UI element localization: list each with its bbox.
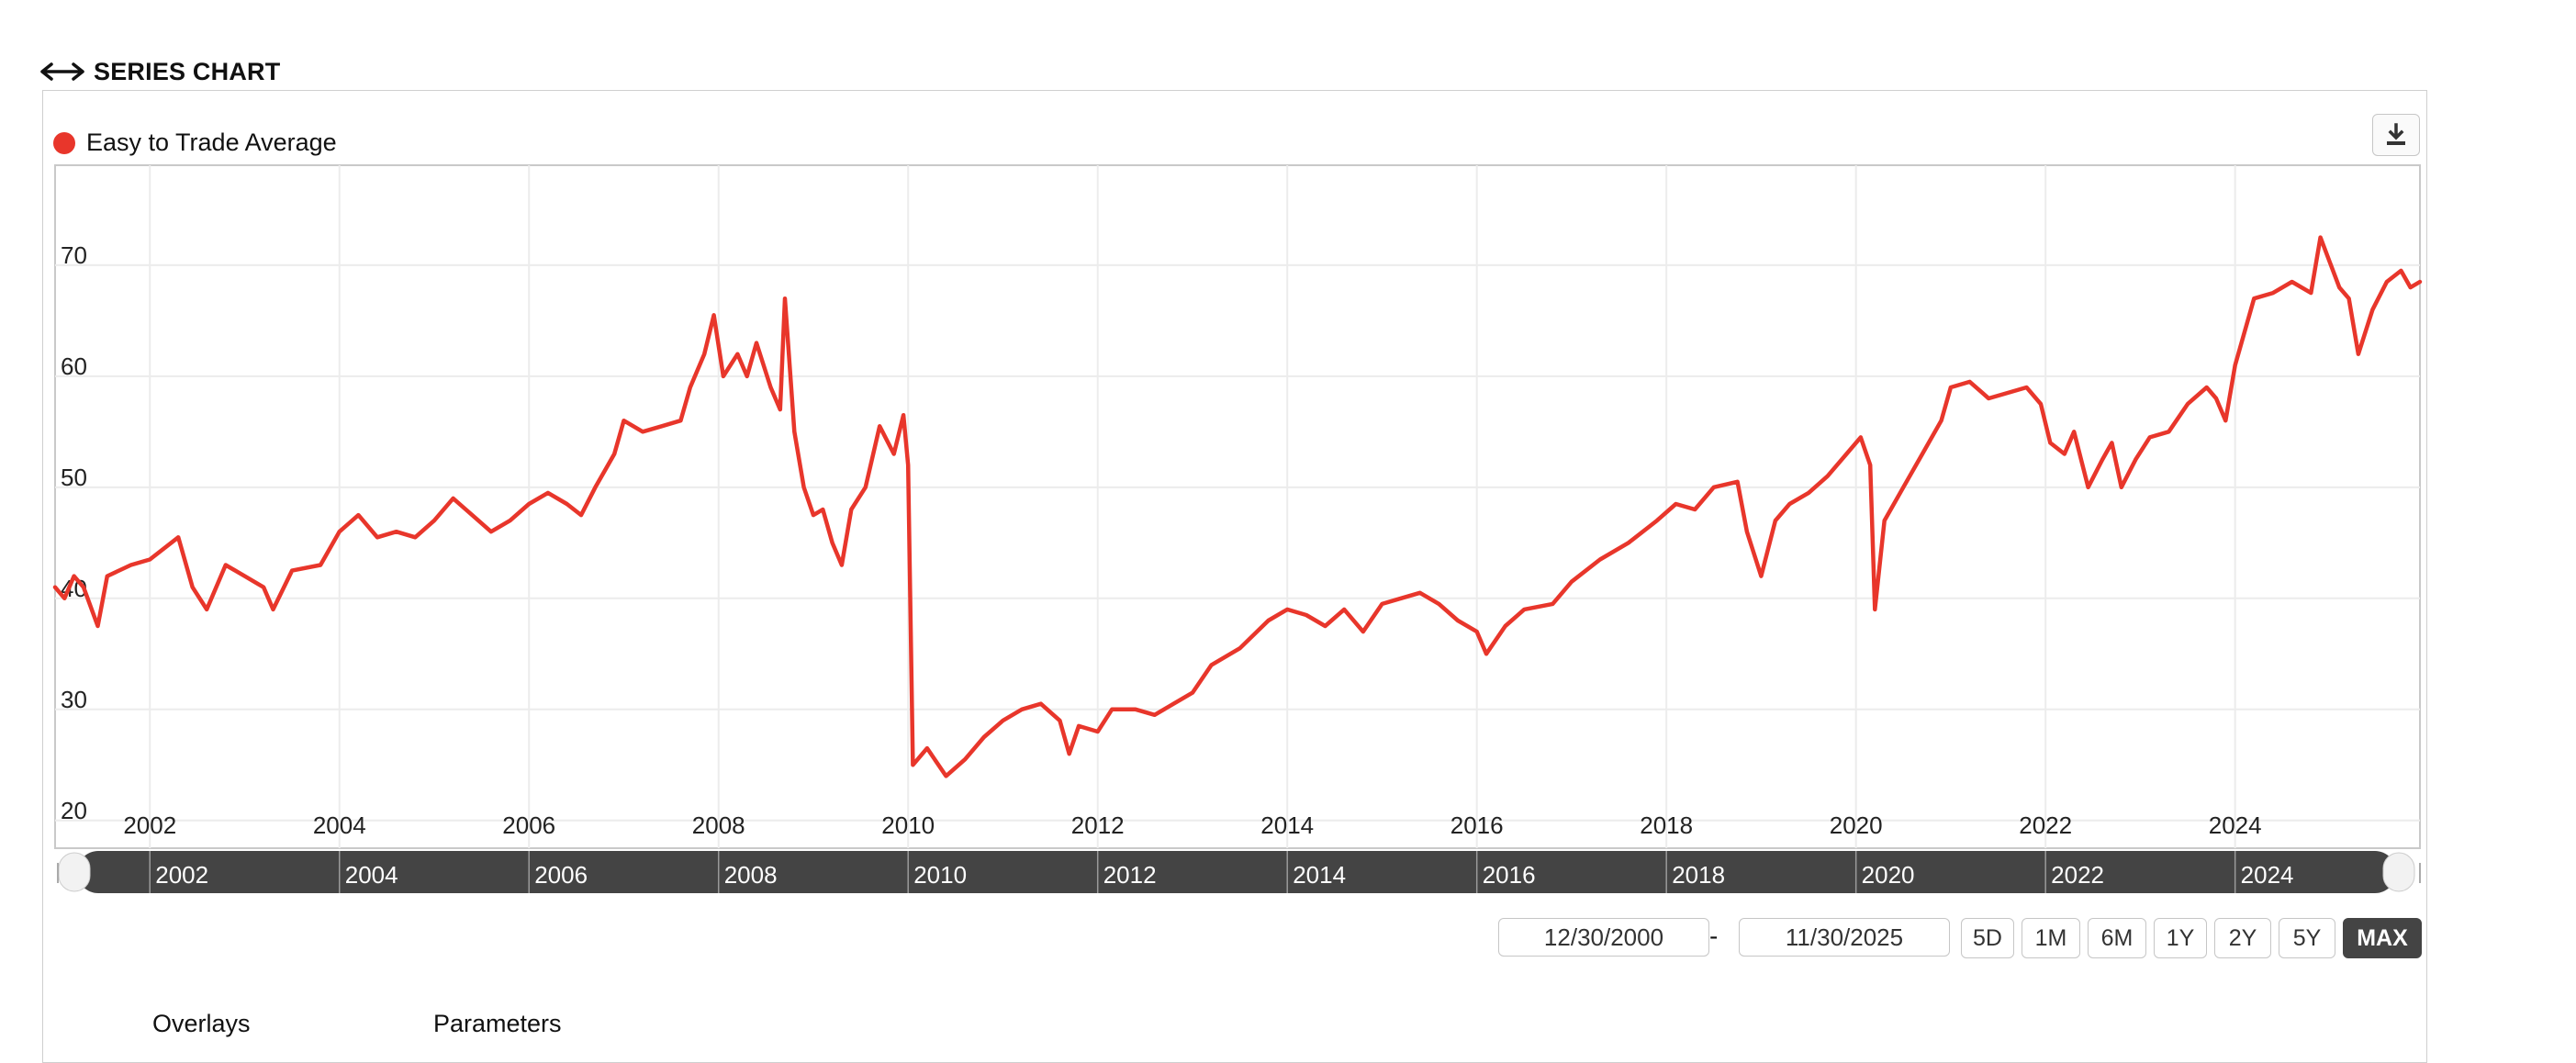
navigator-tick-label: 2016 bbox=[1483, 861, 1536, 889]
date-separator: - bbox=[1709, 922, 1719, 950]
navigator-track[interactable] bbox=[77, 851, 2396, 893]
x-axis: 2002 2004 2006 2008 2010 2012 2014 2016 2018 2020… bbox=[123, 811, 2261, 839]
x-tick-label: 2002 bbox=[123, 811, 176, 839]
period-button-5y[interactable]: 5Y bbox=[2279, 918, 2335, 958]
chart-legend[interactable]: Easy to Trade Average bbox=[53, 129, 337, 157]
period-button-1y[interactable]: 1Y bbox=[2154, 918, 2207, 958]
x-tick-label: 2016 bbox=[1450, 811, 1504, 839]
start-date-input[interactable] bbox=[1498, 918, 1709, 957]
x-tick-label: 2022 bbox=[2019, 811, 2072, 839]
navigator-ticks: 2002 2004 2006 2008 2010 2012 2014 2016 2018 2020… bbox=[149, 851, 2294, 893]
x-tick-label: 2014 bbox=[1260, 811, 1314, 839]
legend-label: Easy to Trade Average bbox=[86, 129, 337, 156]
navigator-tick-label: 2002 bbox=[155, 861, 208, 889]
navigator-tick-label: 2014 bbox=[1293, 861, 1346, 889]
end-date-input[interactable] bbox=[1739, 918, 1950, 957]
navigator[interactable]: 2002 2004 2006 2008 2010 2012 2014 2016 2018 2020… bbox=[57, 851, 2421, 893]
period-button-5d[interactable]: 5D bbox=[1961, 918, 2014, 958]
tab-parameters[interactable]: Parameters bbox=[433, 1010, 562, 1037]
x-tick-label: 2024 bbox=[2209, 811, 2262, 839]
y-tick-label: 20 bbox=[61, 797, 87, 824]
period-button-2y[interactable]: 2Y bbox=[2214, 918, 2271, 958]
navigator-tick-label: 2006 bbox=[534, 861, 588, 889]
period-button-1m[interactable]: 1M bbox=[2022, 918, 2080, 958]
series-layer bbox=[52, 235, 2423, 778]
navigator-tick-label: 2024 bbox=[2241, 861, 2294, 889]
plot-frame bbox=[54, 164, 2421, 849]
y-tick-label: 30 bbox=[61, 686, 87, 713]
page-title: SERIES CHART bbox=[94, 57, 281, 85]
period-button-max[interactable]: MAX bbox=[2343, 918, 2422, 958]
period-button-6m[interactable]: 6M bbox=[2088, 918, 2146, 958]
x-tick-label: 2008 bbox=[692, 811, 745, 839]
navigator-tick-label: 2012 bbox=[1103, 861, 1157, 889]
navigator-tick-label: 2020 bbox=[1862, 861, 1915, 889]
double-arrow-icon bbox=[40, 62, 84, 81]
x-tick-label: 2018 bbox=[1640, 811, 1693, 839]
navigator-tick-label: 2018 bbox=[1672, 861, 1725, 889]
download-button[interactable] bbox=[2372, 114, 2420, 156]
navigator-left-handle[interactable] bbox=[58, 852, 91, 892]
legend-color-dot bbox=[53, 131, 75, 154]
x-tick-label: 2004 bbox=[313, 811, 366, 839]
x-tick-label: 2020 bbox=[1830, 811, 1883, 839]
navigator-tick-label: 2004 bbox=[345, 861, 398, 889]
y-tick-label: 50 bbox=[61, 464, 87, 491]
x-tick-label: 2010 bbox=[881, 811, 935, 839]
chart-header: SERIES CHART bbox=[40, 53, 280, 90]
grid-layer bbox=[55, 165, 2420, 848]
navigator-tick-label: 2022 bbox=[2051, 861, 2104, 889]
download-icon bbox=[2387, 123, 2405, 145]
series-line-0 bbox=[52, 235, 2423, 778]
x-tick-label: 2006 bbox=[502, 811, 555, 839]
chart-panel bbox=[42, 90, 2427, 1063]
navigator-tick-label: 2008 bbox=[724, 861, 778, 889]
tab-overlays[interactable]: Overlays bbox=[152, 1010, 251, 1037]
y-tick-label: 70 bbox=[61, 241, 87, 269]
navigator-right-handle[interactable] bbox=[2382, 852, 2415, 892]
y-tick-label: 60 bbox=[61, 352, 87, 380]
x-tick-label: 2012 bbox=[1071, 811, 1125, 839]
navigator-tick-label: 2010 bbox=[913, 861, 967, 889]
